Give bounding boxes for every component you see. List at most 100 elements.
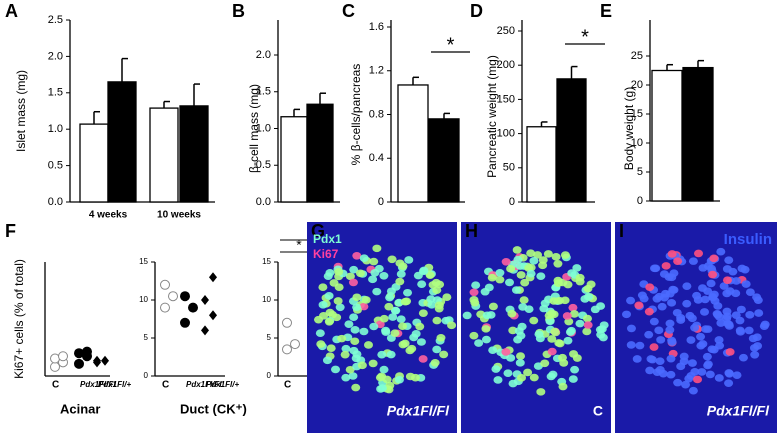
nucleus	[750, 350, 760, 359]
nucleus	[749, 344, 759, 352]
nucleus	[736, 328, 746, 336]
nucleus	[352, 303, 362, 312]
nucleus	[441, 316, 451, 325]
significance-star: *	[581, 26, 589, 48]
nucleus	[553, 259, 563, 268]
nucleus	[745, 311, 755, 319]
nucleus	[644, 307, 654, 316]
nucleus	[635, 341, 645, 350]
y-tick-label: 150	[497, 93, 515, 105]
nucleus	[331, 365, 341, 374]
nucleus	[326, 344, 336, 353]
point	[58, 351, 68, 362]
y-tick-label: 2.0	[48, 50, 63, 62]
nucleus	[318, 283, 328, 291]
nucleus	[495, 275, 505, 284]
nucleus	[486, 311, 496, 319]
nucleus	[715, 341, 725, 350]
nucleus	[626, 324, 636, 333]
nucleus	[690, 324, 700, 332]
nucleus	[651, 264, 661, 273]
nucleus	[375, 373, 385, 382]
nucleus	[369, 322, 379, 331]
nucleus	[398, 322, 408, 330]
nucleus	[513, 255, 523, 264]
nucleus	[395, 277, 405, 286]
nucleus	[748, 334, 758, 343]
y-tick-label: 15	[631, 108, 643, 120]
y-axis-label: Islet mass (mg)	[14, 70, 28, 152]
nucleus	[546, 372, 556, 381]
image-caption: Pdx1Fl/Fl	[387, 403, 450, 419]
nucleus	[551, 253, 561, 261]
point	[74, 358, 84, 369]
nucleus	[357, 361, 367, 370]
nucleus	[724, 369, 734, 378]
nucleus	[649, 343, 659, 351]
nucleus	[352, 350, 362, 359]
point	[188, 302, 198, 313]
panel-letter: B	[232, 1, 245, 21]
nucleus	[693, 296, 703, 304]
nucleus	[526, 249, 536, 258]
nucleus	[549, 297, 559, 305]
nucleus	[469, 288, 479, 297]
bar	[397, 84, 429, 203]
bar	[306, 103, 334, 203]
nucleus	[418, 309, 428, 317]
nucleus	[488, 346, 498, 354]
nucleus	[667, 336, 677, 345]
bar	[149, 107, 179, 203]
bar	[280, 116, 308, 203]
nucleus	[417, 280, 427, 288]
nucleus	[708, 270, 718, 279]
point	[180, 291, 190, 302]
nucleus	[682, 299, 692, 308]
point	[93, 355, 101, 366]
nucleus	[714, 312, 724, 321]
nucleus	[698, 284, 708, 292]
bar	[107, 81, 137, 203]
nucleus	[664, 273, 674, 281]
nucleus	[568, 303, 578, 312]
nucleus	[515, 359, 525, 367]
nucleus	[352, 251, 362, 260]
nucleus	[724, 379, 734, 387]
nucleus	[418, 355, 428, 363]
nucleus	[481, 335, 491, 344]
nucleus	[491, 365, 501, 373]
nucleus	[493, 376, 503, 384]
nucleus	[673, 257, 683, 265]
nucleus	[398, 262, 408, 270]
nucleus	[690, 367, 700, 376]
bar	[526, 126, 557, 203]
nucleus	[697, 368, 707, 376]
nucleus	[599, 321, 609, 329]
nucleus	[626, 341, 636, 349]
y-tick-label: 0.4	[369, 152, 384, 164]
nucleus	[385, 293, 395, 302]
nucleus	[512, 246, 522, 254]
nucleus	[381, 326, 391, 335]
bar	[179, 105, 209, 203]
nucleus	[714, 336, 724, 344]
nucleus	[348, 372, 358, 380]
nucleus	[377, 350, 387, 359]
nucleus	[442, 293, 452, 302]
bar	[556, 78, 587, 203]
nucleus	[487, 273, 497, 282]
y-axis-label: β-cell mass (mg)	[247, 84, 261, 173]
nucleus	[335, 303, 345, 312]
image-caption: C	[593, 403, 603, 419]
nucleus	[341, 344, 351, 353]
nucleus	[706, 279, 716, 288]
y-tick-label: 2.5	[48, 14, 63, 26]
nucleus	[407, 344, 417, 353]
nucleus	[568, 375, 578, 383]
nucleus	[368, 359, 378, 368]
x-tick-label: Pdx1Fl/+	[206, 380, 239, 389]
nucleus	[349, 265, 359, 274]
point	[50, 361, 60, 372]
y-tick-label: 20	[631, 79, 643, 91]
point	[282, 317, 292, 328]
